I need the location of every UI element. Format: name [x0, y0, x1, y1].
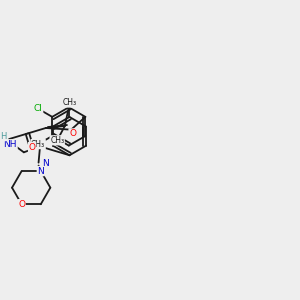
Text: O: O	[18, 200, 25, 209]
Text: O: O	[69, 129, 76, 138]
Text: H: H	[1, 132, 7, 141]
Text: CH₃: CH₃	[31, 140, 45, 148]
Text: N: N	[42, 159, 48, 168]
Text: CH₃: CH₃	[62, 98, 76, 107]
Text: N: N	[38, 167, 44, 176]
Text: NH: NH	[4, 140, 17, 149]
Text: Cl: Cl	[34, 104, 43, 113]
Text: CH₃: CH₃	[50, 136, 64, 145]
Text: O: O	[28, 142, 36, 152]
